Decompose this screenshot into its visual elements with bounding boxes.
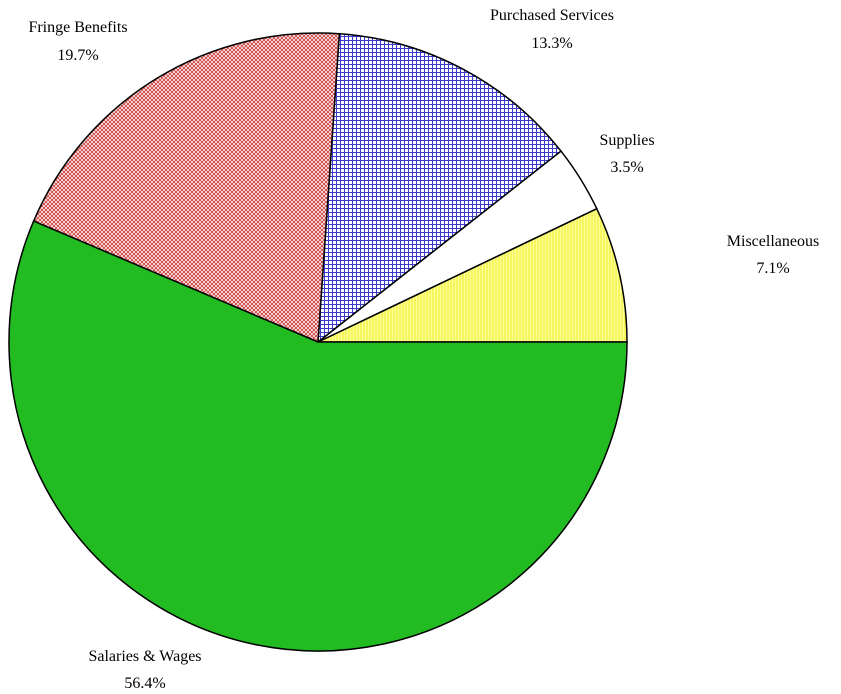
pie-slices [8,32,628,652]
pie-slice-miscellaneous [317,207,628,343]
slice-category-label-salaries-and-wages: Salaries & Wages [88,648,201,665]
pie-slice-purchased-services [317,32,563,344]
pie-labels: Miscellaneous 7.1% Supplies 3.5% Purchased S… [28,7,819,692]
slice-category-label-purchased-services: Purchased Services [490,7,614,24]
slice-category-label-supplies: Supplies [599,132,654,149]
pie-slice-fringe-benefits [32,32,341,344]
pie-slice-salaries-and-wages [8,220,628,652]
slice-percent-label-supplies: 3.5% [610,159,643,176]
slice-percent-label-miscellaneous: 7.1% [756,260,789,277]
slice-percent-label-purchased-services: 13.3% [531,35,572,52]
slice-percent-label-fringe-benefits: 19.7% [57,47,98,64]
slice-category-label-fringe-benefits: Fringe Benefits [28,19,127,36]
slice-category-label-miscellaneous: Miscellaneous [727,233,819,250]
slice-percent-label-salaries-and-wages: 56.4% [124,675,165,692]
